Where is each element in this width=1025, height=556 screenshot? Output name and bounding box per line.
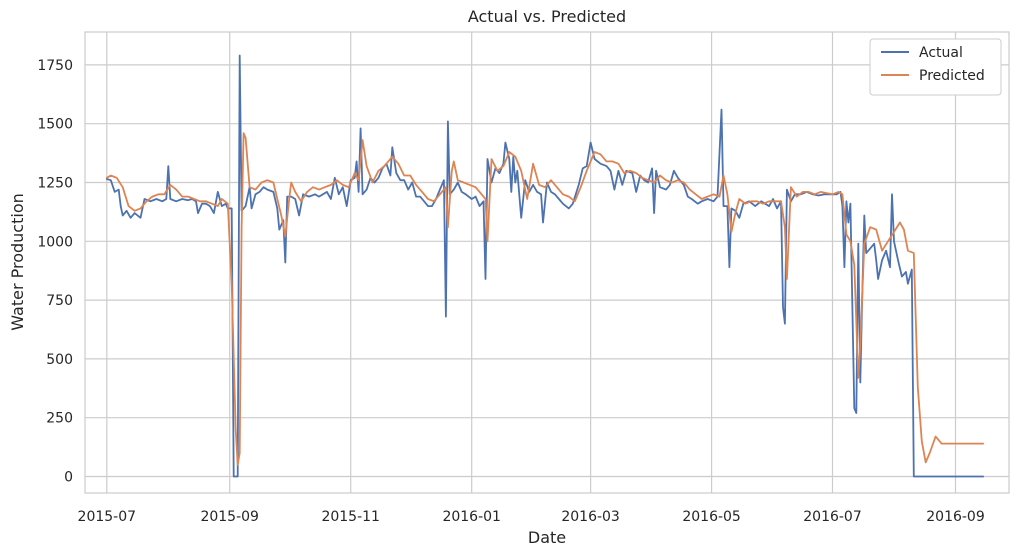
x-tick-label: 2016-03 <box>561 509 620 525</box>
y-axis-label: Water Production <box>8 193 27 331</box>
legend-label-actual: Actual <box>919 45 963 61</box>
plot-background <box>85 32 1009 493</box>
y-tick-label: 1500 <box>37 117 73 133</box>
series-line-predicted <box>105 132 985 466</box>
x-tick-labels: 2015-07 2015-09 2015-11 2016-01 2016-03 2016-… <box>78 509 985 525</box>
legend: Actual Predicted <box>869 38 1002 96</box>
x-tick-label: 2016-01 <box>442 509 501 525</box>
y-tick-label: 0 <box>64 470 73 486</box>
y-tick-label: 1250 <box>37 176 73 192</box>
y-tick-label: 250 <box>46 411 73 427</box>
x-tick-label: 2016-05 <box>682 509 741 525</box>
x-tick-label: 2016-07 <box>803 509 862 525</box>
y-tick-label: 500 <box>46 352 73 368</box>
x-tick-label: 2015-11 <box>321 509 380 525</box>
x-tick-label: 2016-09 <box>926 509 985 525</box>
plot-frame <box>84 31 1010 494</box>
y-tick-label: 1750 <box>37 58 73 74</box>
x-tick-label: 2015-07 <box>78 509 137 525</box>
x-tick-label: 2015-09 <box>200 509 259 525</box>
y-tick-label: 1000 <box>37 234 73 250</box>
y-tick-labels: 0 250 500 750 1000 1250 1500 1750 <box>37 58 73 486</box>
y-tick-label: 750 <box>46 293 73 309</box>
series-lines <box>105 54 985 478</box>
chart-title: Actual vs. Predicted <box>468 7 626 26</box>
x-axis-label: Date <box>528 528 566 547</box>
legend-label-predicted: Predicted <box>919 68 985 84</box>
